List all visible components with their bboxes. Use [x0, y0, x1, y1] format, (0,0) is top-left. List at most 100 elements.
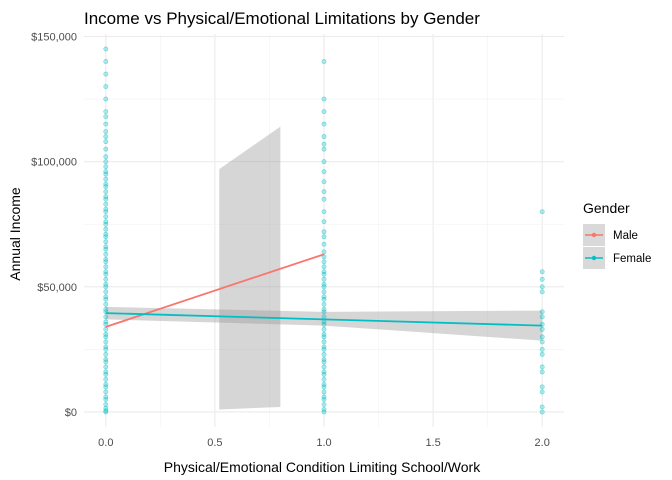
data-point [103, 139, 109, 145]
data-point [321, 369, 327, 375]
data-point [103, 331, 109, 337]
data-point [321, 314, 327, 320]
data-point [103, 184, 109, 190]
data-point [321, 159, 327, 165]
data-point [103, 394, 109, 400]
data-point [321, 352, 327, 357]
y-axis-title: Annual Income [7, 187, 23, 281]
data-point [103, 146, 109, 152]
data-point [321, 229, 327, 235]
data-point [103, 264, 109, 270]
data-point [321, 146, 327, 152]
data-point [321, 121, 327, 127]
data-point [539, 352, 545, 357]
data-point [321, 259, 327, 265]
legend-label-female: Female [613, 253, 651, 265]
legend: Gender Male Female [583, 200, 651, 269]
data-point [321, 397, 327, 402]
data-point [103, 372, 109, 377]
data-point [321, 109, 327, 114]
data-point [103, 359, 109, 365]
data-point [321, 309, 327, 315]
data-point [103, 226, 109, 232]
confidence-band-male [219, 126, 281, 410]
data-point [321, 357, 327, 362]
chart-title: Income vs Physical/Emotional Limitations… [84, 9, 480, 28]
data-point [103, 206, 109, 212]
data-point [103, 296, 109, 302]
data-point [321, 59, 327, 64]
data-point [103, 219, 109, 225]
data-point [103, 244, 109, 250]
data-point [321, 281, 327, 287]
data-point [103, 377, 109, 382]
data-point [539, 269, 545, 275]
data-point [321, 334, 327, 340]
data-point [103, 214, 109, 220]
data-point [103, 269, 109, 275]
data-point [321, 209, 327, 215]
data-point [539, 409, 545, 415]
gridlines [84, 34, 564, 427]
data-point [103, 231, 109, 237]
x-tick-label: 0.0 [98, 437, 113, 449]
legend-key-male-point [591, 232, 597, 238]
data-point [321, 141, 327, 147]
fit-line-female [105, 312, 543, 327]
data-point [321, 169, 327, 175]
data-point [321, 284, 327, 290]
data-point [103, 301, 109, 307]
data-point [321, 271, 327, 277]
data-point [539, 276, 545, 282]
data-point [321, 264, 327, 270]
data-point [539, 339, 545, 345]
x-tick-label: 1.5 [425, 437, 440, 449]
data-point [103, 369, 109, 375]
data-point [321, 382, 327, 387]
data-point [103, 246, 109, 252]
data-point [103, 96, 109, 102]
y-tick-label: $0 [65, 407, 77, 419]
data-point [321, 344, 327, 350]
data-point [103, 181, 109, 187]
data-point [321, 347, 327, 352]
x-tick-label: 1.0 [316, 437, 331, 449]
data-point [321, 409, 327, 415]
y-tick-label: $150,000 [31, 32, 77, 44]
data-point [103, 319, 109, 325]
data-point [321, 241, 327, 247]
data-point [539, 209, 545, 215]
y-axis-ticks: $0 $50,000 $100,000 $150,000 [31, 32, 77, 419]
data-point [321, 269, 327, 275]
data-point [103, 129, 109, 135]
data-point [321, 234, 327, 240]
data-point [103, 276, 109, 282]
data-point [103, 271, 109, 277]
data-point [539, 369, 545, 375]
data-point [103, 114, 109, 120]
data-point [321, 289, 327, 295]
data-point [103, 169, 109, 175]
data-point [321, 276, 327, 282]
fit-lines [105, 253, 543, 328]
data-point [103, 234, 109, 240]
data-point [321, 326, 327, 332]
data-point [103, 256, 109, 262]
data-point [103, 154, 109, 160]
data-point [321, 179, 327, 185]
data-point [103, 259, 109, 265]
data-point [321, 377, 327, 382]
data-point [321, 301, 327, 307]
data-point [539, 314, 545, 320]
data-point [321, 339, 327, 345]
data-point [103, 326, 109, 332]
data-point [103, 408, 109, 414]
data-point [321, 331, 327, 337]
data-point [539, 347, 545, 352]
data-point [103, 171, 109, 177]
data-point [539, 309, 545, 315]
data-point [103, 314, 109, 320]
data-point [321, 321, 327, 327]
data-point [539, 326, 545, 332]
